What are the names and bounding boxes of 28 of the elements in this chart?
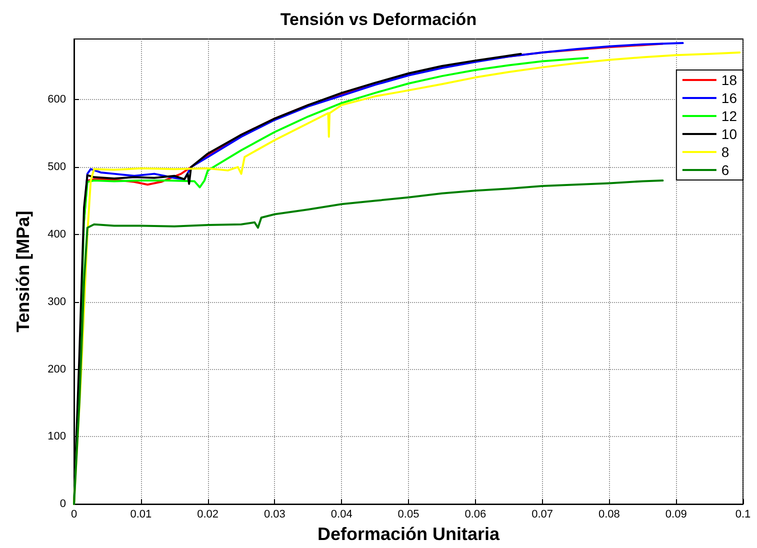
y-axis-title: Tensión [MPa] [13,210,33,332]
x-tick-label: 0.09 [665,508,687,521]
x-tick-label: 0.05 [398,508,420,521]
y-tick-label: 300 [48,296,66,308]
y-tick-label: 600 [48,94,66,106]
y-tick-label: 0 [60,498,66,510]
legend-label: 16 [721,90,738,106]
y-tick-label: 200 [48,363,66,376]
y-tick-label: 400 [48,228,66,240]
legend-label: 18 [721,72,738,88]
x-tick-label: 0.08 [598,508,620,521]
x-tick-label: 0.02 [197,508,219,521]
x-axis-title: Deformación Unitaria [317,524,501,544]
x-tick-label: 0 [70,508,78,521]
x-tick-label: 0.1 [735,508,751,521]
chart-title: Tensión vs Deformación [280,10,477,29]
legend-label: 12 [721,108,738,124]
legend-label: 10 [721,126,738,142]
y-tick-label: 100 [48,430,66,443]
y-tick-label: 500 [48,161,66,174]
legend-label: 8 [721,144,730,160]
x-tick-label: 0.03 [264,508,286,521]
x-tick-label: 0.04 [330,508,352,521]
line-series [73,180,664,506]
x-tick-label: 0.01 [130,508,152,521]
x-tick-label: 0.06 [464,508,486,521]
legend-label: 6 [721,162,730,178]
x-tick-label: 0.07 [532,508,554,521]
